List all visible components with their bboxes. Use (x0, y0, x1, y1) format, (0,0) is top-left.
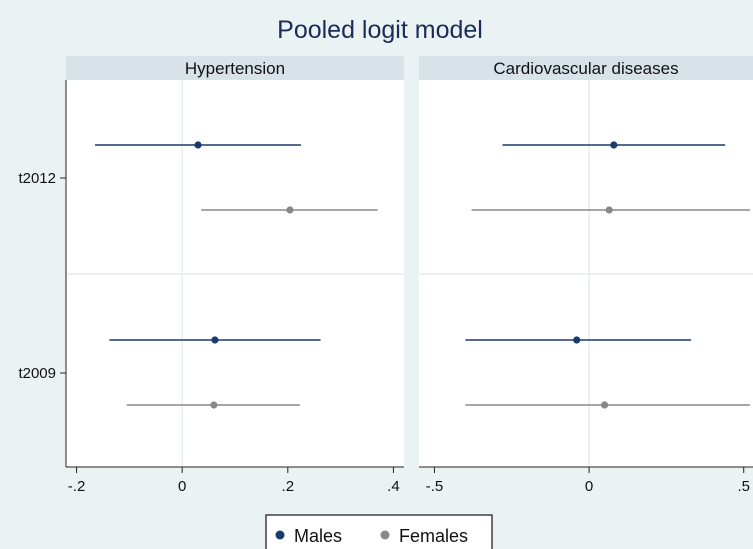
panel-hypertension: Hypertension t2012 t2009 -.2 0 .2 .4 (18, 56, 404, 495)
legend-marker-males (275, 530, 285, 540)
legend-label-males: Males (294, 526, 342, 546)
point-estimate-cardiovascular-diseases-males-t2012 (610, 141, 618, 149)
x-tick-label-cardiovascular-diseases-1: 0 (585, 478, 593, 495)
panel-strip-label-cardiovascular-diseases: Cardiovascular diseases (493, 59, 678, 78)
point-estimate-hypertension-females-t2009 (210, 401, 218, 409)
x-tick-label-hypertension-2: .2 (282, 478, 295, 495)
y-tick-label-t2012: t2012 (18, 170, 56, 187)
panel-strip-hypertension (66, 56, 404, 80)
legend-box (265, 514, 493, 549)
x-tick-label-cardiovascular-diseases-0: -.5 (426, 478, 444, 495)
x-tick-label-hypertension-1: 0 (178, 478, 186, 495)
point-estimate-hypertension-males-t2009 (211, 336, 219, 344)
point-estimate-cardiovascular-diseases-males-t2009 (573, 336, 581, 344)
legend-marker-females (380, 530, 390, 540)
legend: Males Females (265, 514, 493, 549)
y-tick-label-t2009: t2009 (18, 365, 56, 382)
x-tick-label-cardiovascular-diseases-2: .5 (737, 478, 750, 495)
legend-label-females: Females (399, 526, 468, 546)
point-estimate-cardiovascular-diseases-females-t2009 (600, 401, 609, 409)
x-tick-label-hypertension-0: -.2 (68, 478, 86, 495)
point-estimate-cardiovascular-diseases-females-t2012 (605, 206, 613, 214)
x-tick-label-hypertension-3: .4 (387, 478, 400, 495)
panel-strip-label-hypertension: Hypertension (185, 59, 285, 78)
panel-cardiovascular-diseases: Cardiovascular diseases -.5 0 .5 (419, 56, 753, 495)
point-estimate-hypertension-females-t2012 (286, 206, 294, 214)
panel-strip-cardiovascular-diseases (419, 56, 753, 80)
plot-panels: Hypertension t2012 t2009 -.2 0 .2 .4 Cardiovasc… (18, 56, 753, 495)
point-estimate-hypertension-males-t2012 (194, 141, 202, 149)
chart-title: Pooled logit model (277, 16, 483, 44)
